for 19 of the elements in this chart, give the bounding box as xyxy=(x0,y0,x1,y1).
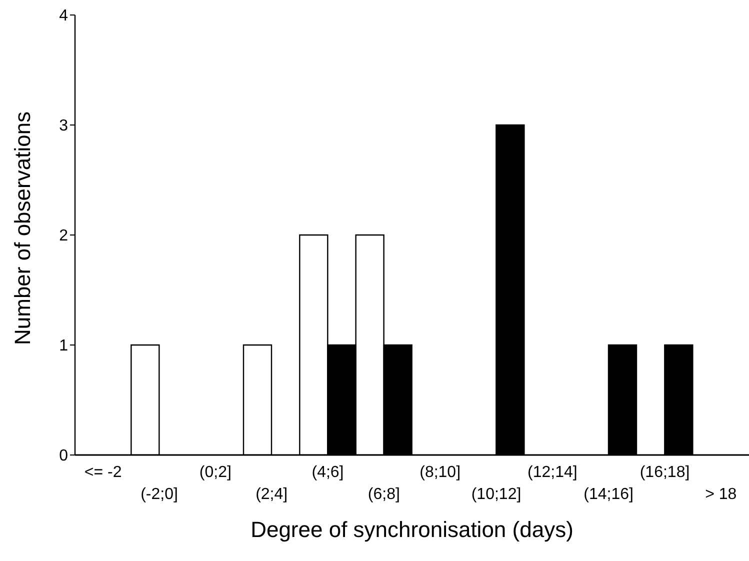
x-tick-label: (-2;0] xyxy=(140,486,178,503)
y-tick-label: 2 xyxy=(59,228,68,245)
y-tick-label: 0 xyxy=(59,448,68,465)
x-tick-label: (4;6] xyxy=(312,464,344,481)
x-tick-label: (10;12] xyxy=(471,486,522,503)
x-tick-label: (0;2] xyxy=(199,464,232,481)
x-tick-label: (8;10] xyxy=(420,464,461,481)
x-tick-label: (2;4] xyxy=(256,486,288,503)
y-axis-title: Number of observations xyxy=(10,111,35,345)
x-tick-label: (12;14] xyxy=(528,464,578,481)
x-axis-title: Degree of synchronisation (days) xyxy=(250,517,574,542)
x-tick-label: (16;18] xyxy=(640,464,690,481)
y-tick-label: 4 xyxy=(59,8,68,25)
x-tick-label: (14;16] xyxy=(584,486,634,503)
x-tick-label: <= -2 xyxy=(84,464,122,481)
y-tick-label: 1 xyxy=(59,338,68,355)
x-tick-label: (6;8] xyxy=(368,486,400,503)
x-tick-label: > 18 xyxy=(705,486,737,503)
y-tick-label: 3 xyxy=(59,118,68,135)
